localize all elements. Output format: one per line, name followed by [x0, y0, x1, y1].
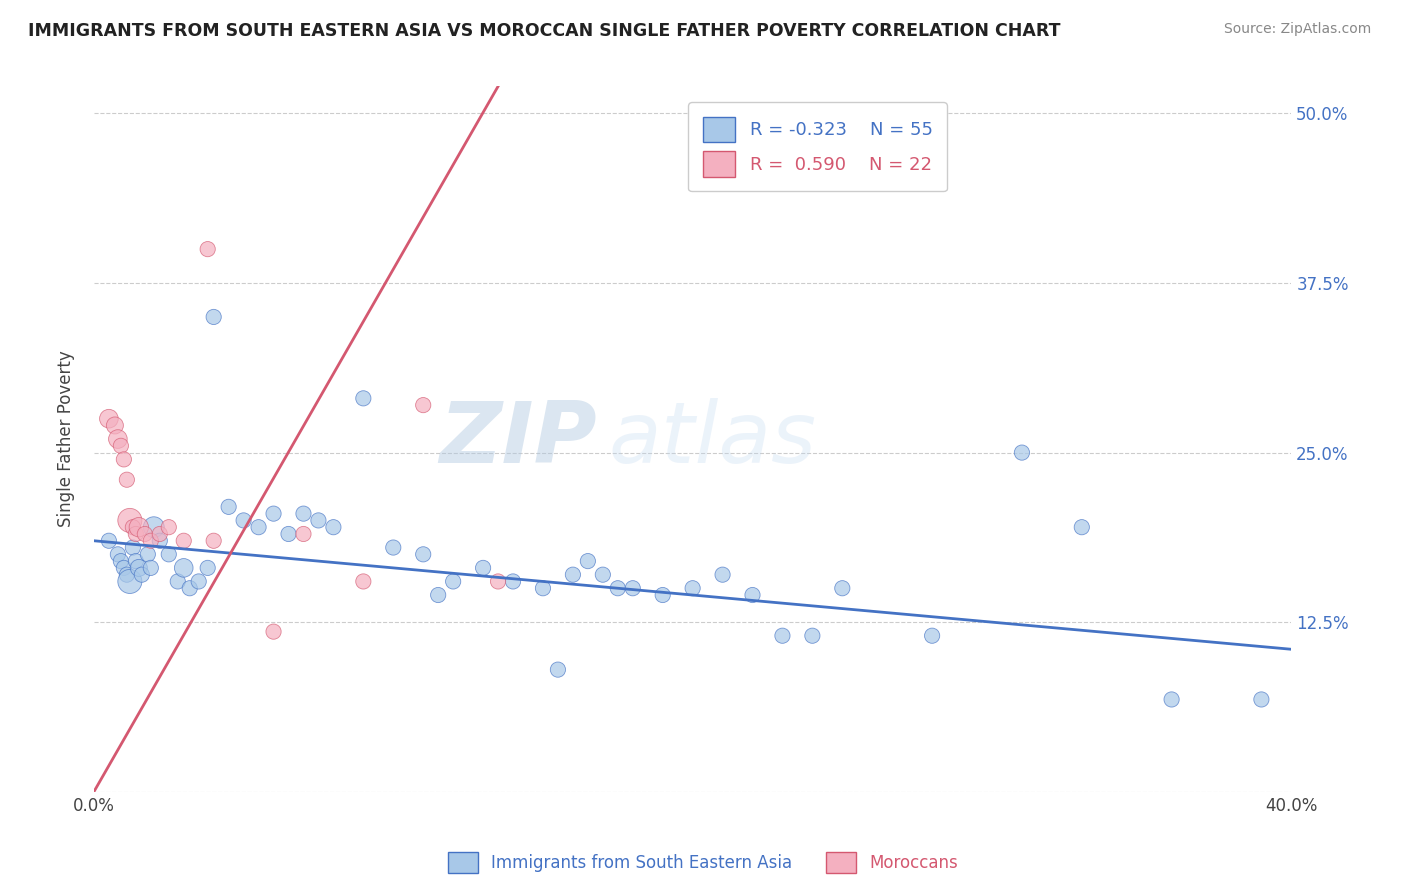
- Point: [173, 561, 195, 575]
- Legend: Immigrants from South Eastern Asia, Moroccans: Immigrants from South Eastern Asia, Moro…: [441, 846, 965, 880]
- Point: [179, 581, 201, 595]
- Point: [606, 581, 628, 595]
- Point: [142, 520, 165, 534]
- Point: [110, 439, 132, 453]
- Point: [166, 574, 188, 589]
- Point: [110, 554, 132, 568]
- Point: [97, 411, 120, 425]
- Point: [801, 629, 824, 643]
- Point: [441, 574, 464, 589]
- Text: IMMIGRANTS FROM SOUTH EASTERN ASIA VS MOROCCAN SINGLE FATHER POVERTY CORRELATION: IMMIGRANTS FROM SOUTH EASTERN ASIA VS MO…: [28, 22, 1060, 40]
- Point: [263, 624, 285, 639]
- Point: [115, 473, 138, 487]
- Point: [292, 527, 315, 541]
- Point: [502, 574, 524, 589]
- Point: [322, 520, 344, 534]
- Point: [121, 520, 143, 534]
- Point: [921, 629, 943, 643]
- Point: [621, 581, 644, 595]
- Point: [831, 581, 853, 595]
- Point: [412, 547, 434, 561]
- Point: [118, 574, 141, 589]
- Point: [197, 561, 219, 575]
- Point: [382, 541, 405, 555]
- Point: [157, 547, 180, 561]
- Point: [149, 527, 172, 541]
- Point: [412, 398, 434, 412]
- Point: [352, 574, 374, 589]
- Point: [232, 513, 254, 527]
- Point: [128, 520, 150, 534]
- Point: [202, 310, 225, 324]
- Point: [711, 567, 734, 582]
- Point: [307, 513, 329, 527]
- Point: [263, 507, 285, 521]
- Point: [125, 554, 148, 568]
- Point: [187, 574, 209, 589]
- Point: [427, 588, 450, 602]
- Point: [149, 533, 172, 548]
- Point: [128, 561, 150, 575]
- Legend: R = -0.323    N = 55, R =  0.590    N = 22: R = -0.323 N = 55, R = 0.590 N = 22: [688, 103, 948, 192]
- Point: [1160, 692, 1182, 706]
- Point: [115, 567, 138, 582]
- Point: [547, 663, 569, 677]
- Text: ZIP: ZIP: [439, 398, 596, 481]
- Text: atlas: atlas: [609, 398, 817, 481]
- Point: [651, 588, 673, 602]
- Point: [104, 418, 127, 433]
- Point: [173, 533, 195, 548]
- Point: [157, 520, 180, 534]
- Point: [576, 554, 599, 568]
- Point: [131, 567, 153, 582]
- Point: [741, 588, 763, 602]
- Point: [118, 513, 141, 527]
- Point: [352, 392, 374, 406]
- Point: [486, 574, 509, 589]
- Point: [1011, 445, 1033, 459]
- Point: [561, 567, 583, 582]
- Point: [107, 547, 129, 561]
- Point: [121, 541, 143, 555]
- Point: [592, 567, 614, 582]
- Point: [125, 527, 148, 541]
- Point: [107, 432, 129, 446]
- Y-axis label: Single Father Poverty: Single Father Poverty: [58, 351, 75, 527]
- Point: [112, 452, 135, 467]
- Point: [682, 581, 704, 595]
- Point: [1070, 520, 1092, 534]
- Text: Source: ZipAtlas.com: Source: ZipAtlas.com: [1223, 22, 1371, 37]
- Point: [472, 561, 495, 575]
- Point: [1250, 692, 1272, 706]
- Point: [770, 629, 793, 643]
- Point: [531, 581, 554, 595]
- Point: [292, 507, 315, 521]
- Point: [139, 561, 162, 575]
- Point: [97, 533, 120, 548]
- Point: [218, 500, 240, 514]
- Point: [202, 533, 225, 548]
- Point: [277, 527, 299, 541]
- Point: [139, 533, 162, 548]
- Point: [112, 561, 135, 575]
- Point: [247, 520, 270, 534]
- Point: [134, 527, 156, 541]
- Point: [136, 547, 159, 561]
- Point: [197, 242, 219, 256]
